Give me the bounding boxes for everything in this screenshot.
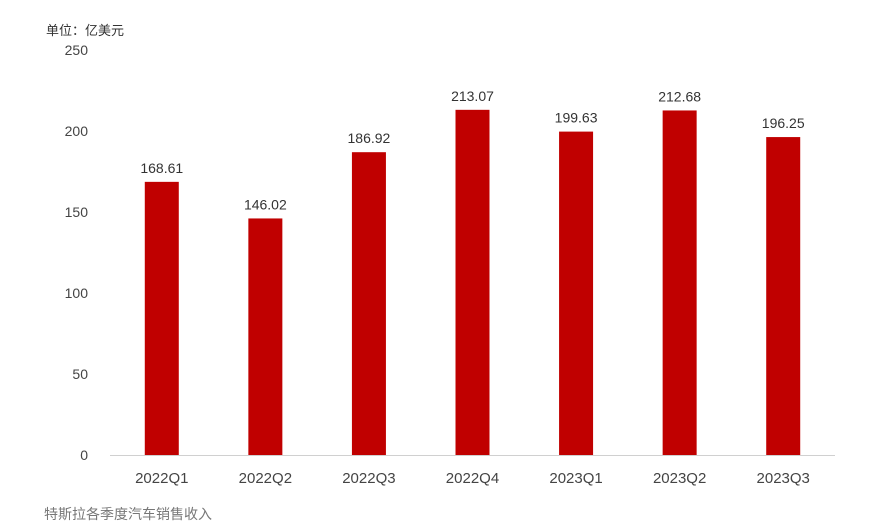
- y-axis-ticks: 0 50 100 150 200 250: [65, 42, 89, 463]
- y-tick-label: 250: [65, 42, 89, 58]
- bar-2022Q2: [248, 218, 283, 455]
- data-label: 196.25: [762, 115, 805, 131]
- y-tick-label: 150: [65, 204, 89, 220]
- category-label: 2023Q1: [549, 470, 602, 487]
- data-label: 146.02: [244, 196, 287, 212]
- data-label: 213.07: [451, 88, 494, 104]
- unit-label: 单位：亿美元: [46, 24, 124, 39]
- y-tick-label: 200: [65, 123, 89, 139]
- data-label: 168.61: [140, 160, 183, 176]
- data-label: 186.92: [348, 130, 391, 146]
- bar-2023Q1: [559, 131, 594, 455]
- bar-2023Q3: [766, 137, 801, 455]
- category-labels-group: 2022Q1 2022Q2 2022Q3 2022Q4 2023Q1 2023Q2 2023…: [135, 470, 810, 487]
- data-label: 199.63: [555, 110, 598, 126]
- category-label: 2022Q2: [239, 470, 292, 487]
- category-label: 2023Q2: [653, 470, 706, 487]
- y-tick-label: 0: [80, 447, 88, 463]
- bar-2023Q2: [662, 110, 697, 455]
- bars-group: [144, 109, 801, 455]
- category-label: 2022Q3: [342, 470, 395, 487]
- data-label: 212.68: [658, 88, 701, 104]
- y-tick-label: 100: [65, 285, 89, 301]
- bar-2022Q4: [455, 109, 490, 455]
- category-label: 2023Q3: [757, 470, 810, 487]
- bar-2022Q3: [351, 152, 386, 455]
- chart-caption: 特斯拉各季度汽车销售收入: [44, 506, 212, 523]
- category-label: 2022Q4: [446, 470, 499, 487]
- category-label: 2022Q1: [135, 470, 188, 487]
- bar-2022Q1: [144, 181, 179, 455]
- y-tick-label: 50: [72, 366, 88, 382]
- data-labels-group: 168.61 146.02 186.92 213.07 199.63 212.68 196.…: [140, 88, 804, 213]
